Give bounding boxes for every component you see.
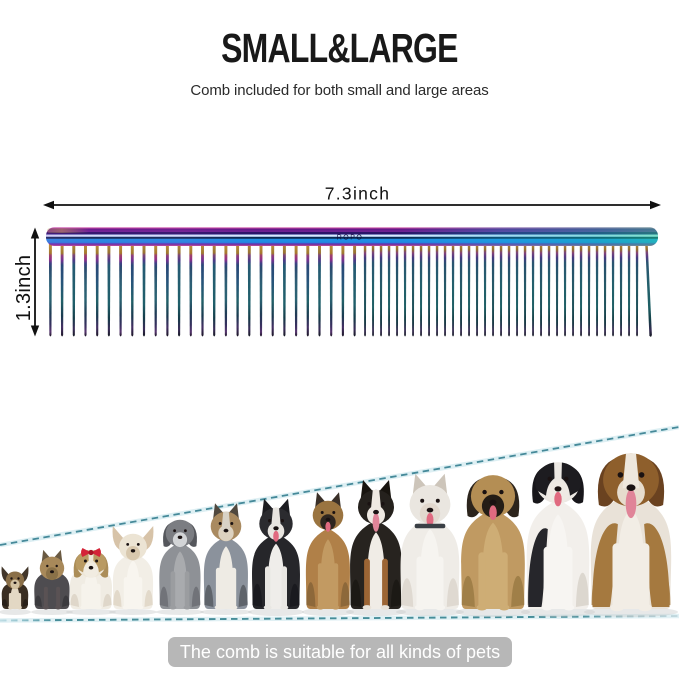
svg-text:7.3inch: 7.3inch <box>325 184 391 204</box>
svg-text:1.3inch: 1.3inch <box>13 255 35 322</box>
svg-text:ROPO: ROPO <box>337 235 364 242</box>
